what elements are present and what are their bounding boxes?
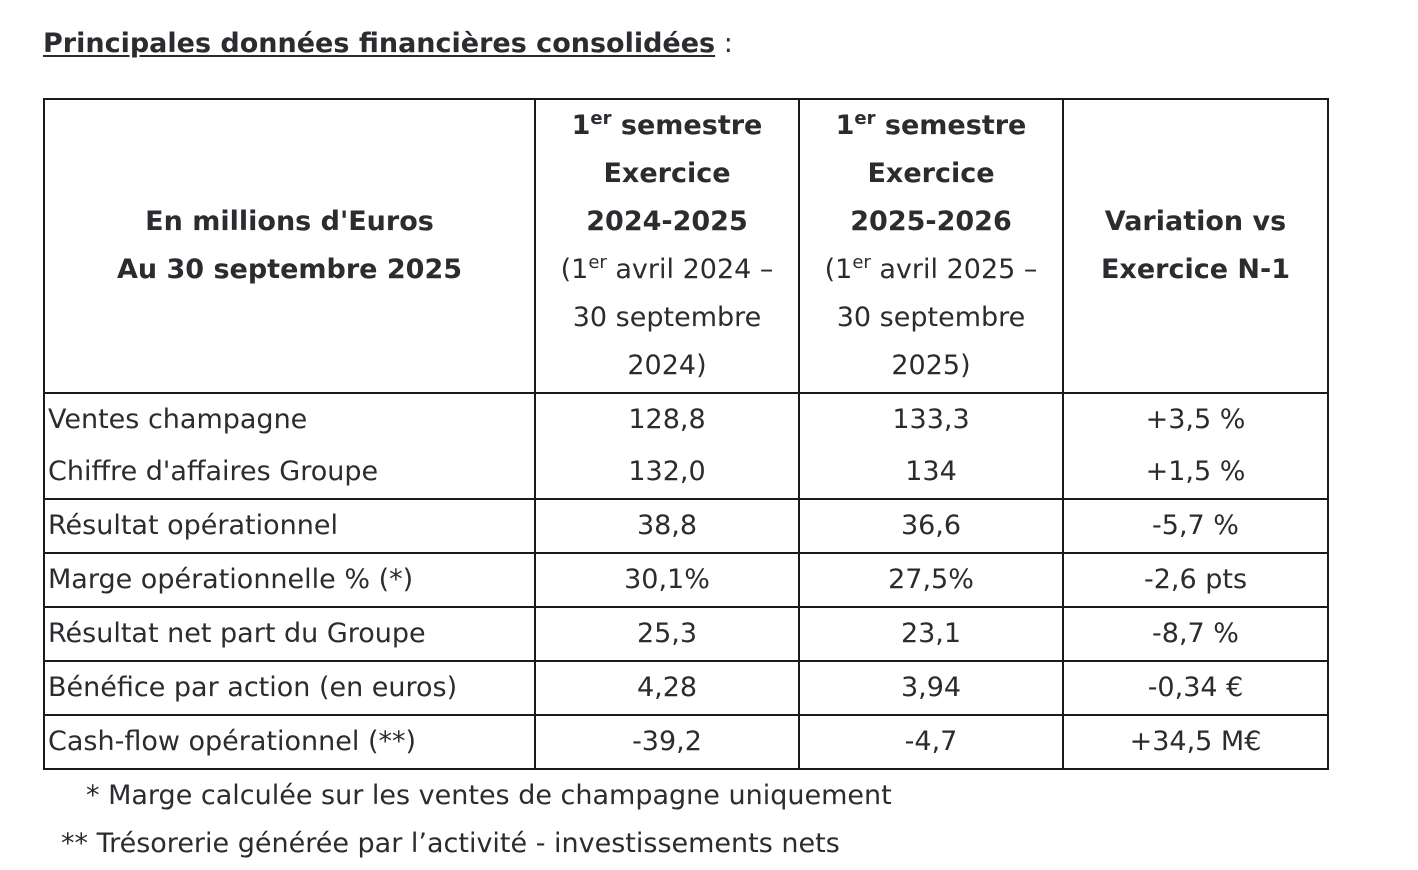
table-row: Bénéfice par action (en euros) 4,28 3,94… [43,660,1329,716]
table-row: Marge opérationnelle % (*) 30,1% 27,5% -… [43,552,1329,608]
table-header-row: En millions d'Euros Au 30 septembre 2025… [43,98,1329,394]
header-period-2024-years: 2024-2025 [586,206,748,237]
cell-2024: 30,1% [534,552,800,608]
cell-2025: 133,3 134 [798,392,1064,500]
value-revenue-variation: +1,5 % [1145,456,1246,487]
cell-2025: 27,5% [798,552,1064,608]
footnote-cashflow: ** Trésorerie générée par l’activité - i… [61,828,840,859]
row-label: Résultat opérationnel [43,498,536,554]
header-variation-line1: Variation vs [1104,206,1287,237]
row-label: Ventes champagne Chiffre d'affaires Grou… [43,392,536,500]
value-sales-2024: 128,8 [628,404,706,435]
cell-variation: +3,5 % +1,5 % [1062,392,1329,500]
value-revenue-2024: 132,0 [628,456,706,487]
cell-2025: 23,1 [798,606,1064,662]
footnote-margin: * Marge calculée sur les ventes de champ… [86,780,892,811]
header-period-2024-range: (1er avril 2024 – [560,252,774,286]
header-period-2024-range-3: 2024) [627,350,707,381]
cell-2024: 4,28 [534,660,800,716]
cell-variation: -8,7 % [1062,606,1329,662]
header-variation-line2: Exercice N-1 [1100,254,1291,285]
header-units-line2: Au 30 septembre 2025 [116,254,463,285]
cell-2025: -4,7 [798,714,1064,770]
row-label-sales: Ventes champagne [48,404,308,435]
header-period-2025-semester: 1er semestre [835,108,1027,142]
section-title: Principales données financières consolid… [43,28,716,59]
value-sales-variation: +3,5 % [1145,404,1246,435]
cell-2025: 3,94 [798,660,1064,716]
table-row: Cash-flow opérationnel (**) -39,2 -4,7 +… [43,714,1329,770]
table-row: Résultat opérationnel 38,8 36,6 -5,7 % [43,498,1329,554]
title-colon: : [715,28,733,59]
row-label: Cash-flow opérationnel (**) [43,714,536,770]
header-period-2024-exercice: Exercice [603,158,731,189]
cell-2024: 128,8 132,0 [534,392,800,500]
header-period-2025-range-3: 2025) [891,350,971,381]
cell-2024: 25,3 [534,606,800,662]
section-heading: Principales données financières consolid… [43,26,733,62]
header-period-2025-range: (1er avril 2025 – [824,252,1038,286]
row-label: Bénéfice par action (en euros) [43,660,536,716]
cell-2025: 36,6 [798,498,1064,554]
value-sales-2025: 133,3 [892,404,970,435]
row-label: Marge opérationnelle % (*) [43,552,536,608]
header-period-2024: 1er semestre Exercice 2024-2025 (1er avr… [534,98,800,394]
row-label-revenue: Chiffre d'affaires Groupe [48,456,379,487]
value-revenue-2025: 134 [905,456,957,487]
header-period-2025: 1er semestre Exercice 2025-2026 (1er avr… [798,98,1064,394]
header-variation: Variation vs Exercice N-1 [1062,98,1329,394]
header-units-line1: En millions d'Euros [145,206,434,237]
cell-variation: -5,7 % [1062,498,1329,554]
header-period-2024-semester: 1er semestre [571,108,763,142]
table-row-sales: Ventes champagne Chiffre d'affaires Grou… [43,392,1329,500]
row-label: Résultat net part du Groupe [43,606,536,662]
cell-2024: 38,8 [534,498,800,554]
cell-variation: -2,6 pts [1062,552,1329,608]
header-period-2025-exercice: Exercice [867,158,995,189]
header-period-2025-years: 2025-2026 [850,206,1012,237]
cell-variation: +34,5 M€ [1062,714,1329,770]
header-units: En millions d'Euros Au 30 septembre 2025 [43,98,536,394]
header-period-2025-range-2: 30 septembre [836,302,1026,333]
cell-variation: -0,34 € [1062,660,1329,716]
header-period-2024-range-2: 30 septembre [572,302,762,333]
table-row: Résultat net part du Groupe 25,3 23,1 -8… [43,606,1329,662]
cell-2024: -39,2 [534,714,800,770]
financial-data-table: En millions d'Euros Au 30 septembre 2025… [43,98,1329,770]
